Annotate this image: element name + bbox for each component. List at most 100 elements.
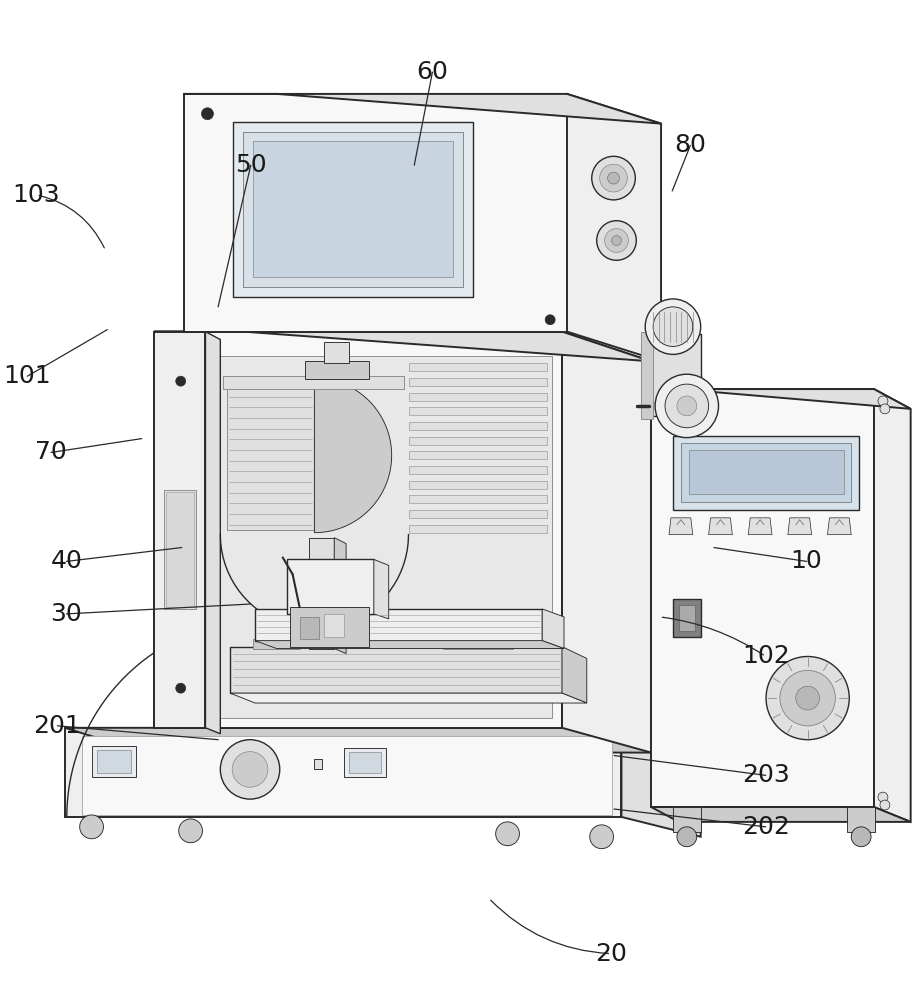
- Circle shape: [880, 404, 889, 414]
- Polygon shape: [154, 332, 562, 728]
- Polygon shape: [154, 332, 651, 361]
- Polygon shape: [788, 518, 812, 535]
- Polygon shape: [651, 389, 874, 807]
- Polygon shape: [309, 538, 334, 649]
- Text: 101: 101: [4, 364, 51, 388]
- Polygon shape: [673, 807, 701, 832]
- Polygon shape: [673, 436, 859, 510]
- Polygon shape: [227, 381, 315, 530]
- Polygon shape: [154, 332, 205, 728]
- Polygon shape: [224, 376, 403, 389]
- Circle shape: [878, 396, 888, 406]
- Polygon shape: [622, 728, 701, 837]
- Polygon shape: [65, 728, 622, 817]
- Text: 60: 60: [416, 60, 448, 84]
- Circle shape: [220, 740, 280, 799]
- Circle shape: [80, 815, 104, 839]
- Bar: [92, 746, 136, 777]
- Circle shape: [780, 670, 835, 726]
- Polygon shape: [827, 518, 851, 535]
- Circle shape: [604, 229, 628, 252]
- Circle shape: [878, 792, 888, 802]
- Polygon shape: [408, 393, 547, 401]
- Polygon shape: [205, 332, 220, 734]
- Text: 50: 50: [235, 153, 267, 177]
- Polygon shape: [214, 356, 552, 718]
- Bar: [344, 748, 386, 777]
- Polygon shape: [542, 609, 564, 649]
- Text: 201: 201: [33, 714, 82, 738]
- Text: 30: 30: [50, 602, 83, 626]
- Circle shape: [665, 384, 709, 428]
- Text: 202: 202: [742, 815, 790, 839]
- Polygon shape: [408, 378, 547, 386]
- Polygon shape: [300, 617, 319, 639]
- Polygon shape: [673, 599, 701, 637]
- Circle shape: [176, 376, 185, 386]
- FancyArrowPatch shape: [491, 900, 609, 953]
- Circle shape: [677, 827, 697, 847]
- Circle shape: [546, 315, 555, 325]
- Polygon shape: [230, 693, 587, 703]
- Text: 70: 70: [35, 440, 67, 464]
- Polygon shape: [230, 647, 562, 693]
- Polygon shape: [874, 389, 911, 822]
- Polygon shape: [304, 361, 369, 379]
- Polygon shape: [287, 559, 374, 614]
- Text: 10: 10: [790, 549, 823, 573]
- Polygon shape: [562, 647, 587, 703]
- Polygon shape: [408, 422, 547, 430]
- Circle shape: [653, 307, 692, 346]
- Polygon shape: [183, 94, 567, 332]
- Circle shape: [646, 299, 701, 354]
- Text: 40: 40: [50, 549, 83, 573]
- Polygon shape: [408, 407, 547, 415]
- Polygon shape: [651, 389, 911, 409]
- Circle shape: [796, 686, 820, 710]
- Circle shape: [179, 819, 203, 843]
- Polygon shape: [408, 451, 547, 459]
- Bar: [96, 750, 131, 773]
- Polygon shape: [253, 141, 453, 277]
- Circle shape: [232, 752, 268, 787]
- Polygon shape: [290, 607, 369, 647]
- Bar: [166, 492, 193, 607]
- Circle shape: [655, 374, 719, 438]
- Polygon shape: [408, 466, 547, 474]
- Polygon shape: [562, 332, 651, 753]
- Circle shape: [202, 108, 214, 120]
- Polygon shape: [408, 495, 547, 503]
- Polygon shape: [243, 132, 463, 287]
- Polygon shape: [408, 363, 547, 371]
- Circle shape: [766, 656, 849, 740]
- Polygon shape: [253, 639, 300, 649]
- Circle shape: [612, 236, 622, 245]
- Polygon shape: [651, 807, 911, 822]
- Circle shape: [608, 172, 620, 184]
- Polygon shape: [649, 334, 701, 416]
- Polygon shape: [681, 443, 851, 502]
- Polygon shape: [183, 94, 661, 124]
- Polygon shape: [748, 518, 772, 535]
- Polygon shape: [679, 605, 695, 631]
- Polygon shape: [669, 518, 692, 535]
- Circle shape: [880, 800, 889, 810]
- Circle shape: [591, 156, 635, 200]
- Polygon shape: [408, 525, 547, 533]
- Polygon shape: [567, 94, 661, 361]
- Text: 203: 203: [742, 763, 790, 787]
- Circle shape: [597, 221, 636, 260]
- Polygon shape: [689, 450, 845, 494]
- Text: 20: 20: [595, 942, 627, 966]
- Circle shape: [677, 396, 697, 416]
- Text: 103: 103: [13, 183, 61, 207]
- Polygon shape: [233, 122, 473, 297]
- Polygon shape: [325, 342, 349, 363]
- Text: 102: 102: [742, 644, 790, 668]
- Polygon shape: [374, 559, 389, 619]
- Polygon shape: [164, 490, 195, 609]
- Polygon shape: [334, 538, 346, 654]
- Polygon shape: [443, 639, 513, 649]
- Polygon shape: [315, 378, 392, 533]
- Circle shape: [176, 683, 185, 693]
